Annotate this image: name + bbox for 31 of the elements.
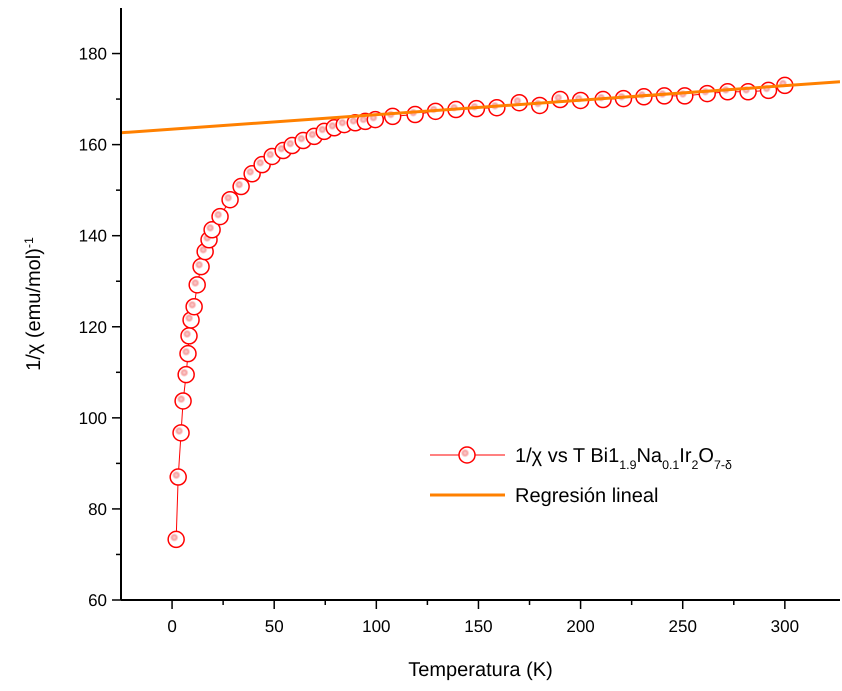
point bbox=[167, 530, 185, 548]
point bbox=[211, 208, 229, 226]
y-tick-label: 100 bbox=[78, 408, 107, 428]
point bbox=[188, 276, 206, 294]
y-tick-label: 160 bbox=[78, 136, 107, 155]
legend-label: 1/χ vs T Bi1$_{1.9}$Na$_{0.1}$Ir$_{2}$O$_{7-δ}$ bbox=[515, 445, 732, 472]
x-tick-label: 300 bbox=[770, 617, 800, 636]
x-tick-label: 250 bbox=[668, 617, 697, 636]
legend-label: Regresión lineal bbox=[515, 485, 658, 507]
y-tick-label: 140 bbox=[78, 226, 107, 246]
point bbox=[185, 298, 203, 316]
point bbox=[179, 344, 197, 362]
point bbox=[232, 178, 250, 196]
y-tick-label: 80 bbox=[88, 500, 107, 519]
x-tick-label: 0 bbox=[167, 617, 177, 636]
point bbox=[172, 424, 190, 442]
y-tick-label: 180 bbox=[78, 44, 107, 64]
x-tick-label: 100 bbox=[362, 617, 391, 636]
y-tick-label: 60 bbox=[88, 591, 107, 610]
x-tick-label: 150 bbox=[464, 617, 493, 636]
x-axis-title: Temperatura (K) bbox=[408, 659, 553, 681]
point bbox=[174, 392, 192, 410]
point bbox=[203, 221, 221, 239]
point bbox=[177, 366, 195, 384]
x-tick-label: 200 bbox=[566, 617, 595, 636]
point bbox=[180, 327, 198, 345]
point bbox=[169, 468, 187, 486]
y-tick-label: 120 bbox=[78, 318, 107, 337]
x-tick-label: 50 bbox=[264, 617, 284, 636]
point bbox=[192, 258, 210, 276]
point bbox=[221, 190, 239, 208]
